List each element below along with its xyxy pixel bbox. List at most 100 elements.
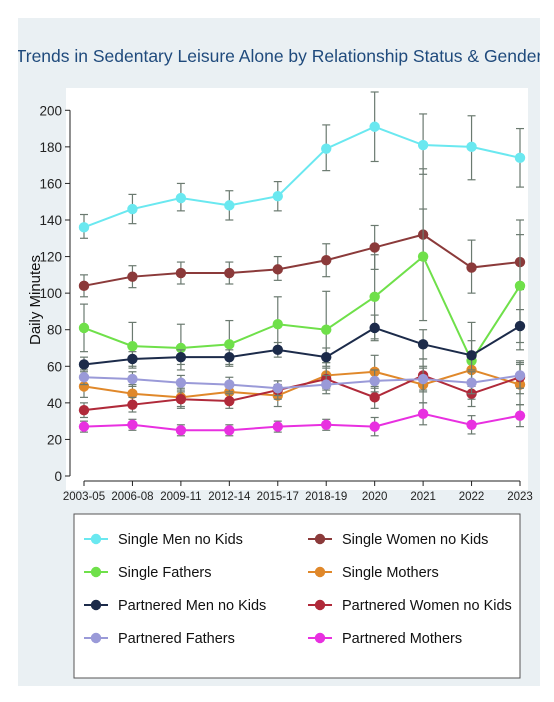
data-point bbox=[514, 370, 526, 381]
y-tick-label: 40 bbox=[47, 396, 62, 411]
data-point bbox=[224, 200, 235, 211]
data-point bbox=[369, 421, 380, 432]
y-tick-label: 200 bbox=[39, 103, 62, 118]
series-group bbox=[78, 91, 526, 239]
legend-label: Partnered Mothers bbox=[342, 631, 462, 647]
data-point bbox=[127, 353, 138, 365]
y-tick-label: 120 bbox=[39, 250, 62, 265]
data-point bbox=[514, 152, 526, 164]
data-point bbox=[369, 375, 380, 387]
y-tick-label: 60 bbox=[47, 359, 62, 374]
series-line bbox=[83, 325, 521, 366]
x-tick-label: 2023 bbox=[507, 491, 533, 503]
plot-area bbox=[66, 88, 528, 490]
x-tick-label: 2015-17 bbox=[257, 491, 299, 503]
data-point bbox=[127, 419, 138, 430]
data-point bbox=[78, 322, 90, 334]
y-tick-label: 80 bbox=[47, 323, 62, 338]
x-tick-label: 2012-14 bbox=[208, 491, 251, 503]
legend-item: Partnered Fathers bbox=[84, 631, 235, 647]
legend-box bbox=[73, 513, 521, 679]
data-point bbox=[514, 410, 526, 421]
series-group bbox=[78, 402, 526, 437]
y-tick-label: 140 bbox=[39, 213, 62, 228]
data-point bbox=[272, 264, 283, 275]
data-point bbox=[369, 121, 380, 132]
chart-title: Trends in Sedentary Leisure Alone by Rel… bbox=[18, 46, 540, 66]
data-point bbox=[224, 351, 235, 363]
data-point bbox=[417, 139, 429, 151]
y-tick-label: 160 bbox=[39, 176, 62, 191]
legend-label: Partnered Fathers bbox=[118, 631, 235, 647]
data-point bbox=[127, 373, 138, 385]
legend-item: Single Men no Kids bbox=[84, 532, 243, 548]
data-point bbox=[417, 251, 429, 262]
legend-item: Single Women no Kids bbox=[308, 532, 488, 548]
data-point bbox=[369, 322, 380, 334]
chart-panel: Trends in Sedentary Leisure Alone by Rel… bbox=[18, 18, 540, 686]
data-point bbox=[272, 383, 283, 394]
legend-swatch-marker bbox=[90, 599, 102, 611]
series-group bbox=[78, 309, 526, 373]
x-tick-label: 2022 bbox=[459, 491, 485, 503]
line-chart: Trends in Sedentary Leisure Alone by Rel… bbox=[18, 46, 540, 679]
data-point bbox=[321, 143, 332, 154]
legend-item: Partnered Men no Kids bbox=[84, 598, 266, 614]
legend-swatch-marker bbox=[90, 632, 102, 644]
data-point bbox=[78, 421, 90, 432]
data-point bbox=[224, 395, 235, 407]
x-tick-label: 2021 bbox=[410, 491, 436, 503]
data-point bbox=[417, 373, 429, 385]
data-point bbox=[175, 394, 187, 405]
series-line bbox=[83, 412, 521, 432]
data-point bbox=[321, 324, 332, 335]
data-point bbox=[175, 351, 187, 363]
y-tick-label: 0 bbox=[54, 469, 62, 484]
y-tick-label: 20 bbox=[47, 432, 62, 447]
data-point bbox=[321, 379, 332, 390]
data-point bbox=[369, 392, 380, 403]
legend-label: Partnered Women no Kids bbox=[342, 598, 512, 614]
data-point bbox=[369, 242, 380, 253]
y-tick-label: 100 bbox=[39, 286, 62, 301]
data-point bbox=[321, 351, 332, 363]
legend-swatch-marker bbox=[90, 533, 102, 545]
legend-swatch-marker bbox=[314, 599, 326, 611]
data-point bbox=[321, 419, 332, 430]
legend-label: Single Men no Kids bbox=[118, 532, 243, 548]
data-point bbox=[272, 344, 283, 356]
data-point bbox=[466, 350, 477, 361]
data-point bbox=[466, 141, 477, 153]
series-line bbox=[83, 374, 521, 412]
data-point bbox=[224, 339, 235, 350]
data-point bbox=[78, 381, 90, 392]
legend-item: Single Fathers bbox=[84, 565, 212, 581]
series-line bbox=[83, 125, 521, 229]
data-point bbox=[514, 280, 526, 292]
data-point bbox=[272, 319, 283, 330]
data-point bbox=[78, 372, 90, 383]
x-tick-label: 2018-19 bbox=[305, 491, 347, 503]
data-point bbox=[127, 203, 138, 215]
data-point bbox=[224, 267, 235, 279]
x-tick-label: 2009-11 bbox=[160, 491, 201, 503]
data-point bbox=[417, 408, 429, 420]
data-point bbox=[224, 379, 235, 390]
data-point bbox=[272, 421, 283, 432]
data-point bbox=[78, 222, 90, 233]
legend-label: Single Women no Kids bbox=[342, 532, 488, 548]
data-point bbox=[175, 192, 187, 204]
data-point bbox=[224, 425, 235, 436]
y-axis-label: Daily Minutes bbox=[27, 255, 44, 345]
legend-swatch-marker bbox=[90, 566, 102, 578]
data-point bbox=[175, 267, 187, 279]
data-point bbox=[272, 191, 283, 202]
legend-item: Partnered Women no Kids bbox=[308, 598, 512, 614]
series-line bbox=[83, 254, 521, 363]
data-point bbox=[127, 271, 138, 282]
series-group bbox=[78, 168, 526, 400]
data-point bbox=[466, 262, 477, 273]
legend-label: Single Mothers bbox=[342, 565, 439, 581]
data-point bbox=[175, 425, 187, 436]
data-point bbox=[78, 404, 90, 416]
